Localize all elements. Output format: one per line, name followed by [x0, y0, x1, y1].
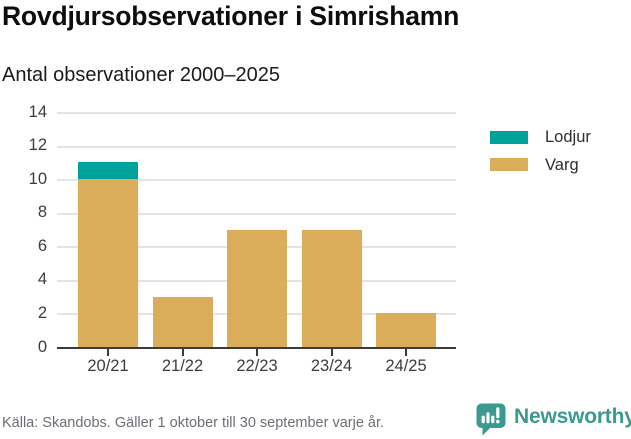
bar-segment-varg — [301, 229, 362, 347]
y-axis-tick-label: 12 — [28, 136, 47, 155]
x-axis-tick-mark — [107, 349, 109, 356]
y-axis-tick-label: 14 — [28, 102, 47, 121]
y-axis-tick-label: 10 — [28, 169, 47, 188]
chart-title: Rovdjursobservationer i Simrishamn — [2, 1, 460, 31]
bar-20-21 — [78, 112, 138, 347]
bar-segment-varg — [152, 296, 213, 347]
x-axis-line — [57, 346, 456, 349]
source-note: Källa: Skandobs. Gäller 1 oktober till 3… — [2, 415, 385, 431]
gridline-y-12 — [57, 145, 456, 148]
bar-segment-varg — [376, 313, 436, 347]
bar-24-25 — [376, 112, 436, 347]
x-axis-tick-mark — [181, 349, 184, 356]
y-axis-tick-label: 4 — [37, 270, 47, 289]
y-axis-tick-label: 8 — [37, 203, 47, 222]
y-axis-tick-label: 6 — [37, 236, 47, 255]
newsworthy-brand: Newsworthy — [476, 403, 631, 436]
gridline-y-8 — [57, 212, 456, 215]
legend-item-lodjur: Lodjur — [490, 129, 591, 146]
chart-subtitle: Antal observationer 2000–2025 — [2, 64, 280, 86]
x-axis-tick-label: 23/24 — [310, 357, 353, 375]
bar-segment-lodjur — [78, 162, 138, 180]
legend: Lodjur Varg — [490, 129, 591, 184]
legend-swatch-lodjur — [490, 130, 528, 144]
bar-21-22 — [152, 112, 213, 347]
x-axis-tick-label: 21/22 — [161, 357, 204, 375]
bar-segment-varg — [227, 229, 287, 347]
gridline-y-10 — [57, 179, 456, 182]
y-axis-tick-label: 0 — [37, 337, 47, 356]
bar-23-24 — [301, 112, 362, 347]
gridline-y-14 — [57, 112, 456, 114]
x-axis-tick-mark — [330, 349, 333, 356]
x-axis-tick-label: 24/25 — [385, 357, 427, 375]
bar-22-23 — [227, 112, 287, 347]
newsworthy-brand-name: Newsworthy — [514, 405, 631, 428]
newsworthy-logo-icon — [476, 403, 506, 436]
bar-segment-varg — [78, 179, 138, 347]
legend-label: Lodjur — [545, 128, 591, 146]
legend-label: Varg — [545, 155, 579, 174]
x-axis-tick-mark — [405, 349, 407, 356]
x-axis-tick-mark — [256, 349, 258, 356]
bar-chart-plot-area: 0 2 4 6 8 10 12 14 20/21 21/22 22/23 23/24 24/25 — [29, 103, 456, 374]
legend-item-varg: Varg — [490, 155, 591, 174]
x-axis-tick-label: 22/23 — [236, 357, 278, 375]
x-axis-tick-label: 20/21 — [87, 357, 129, 375]
legend-swatch-varg — [490, 158, 528, 172]
y-axis-tick-label: 2 — [37, 303, 47, 322]
